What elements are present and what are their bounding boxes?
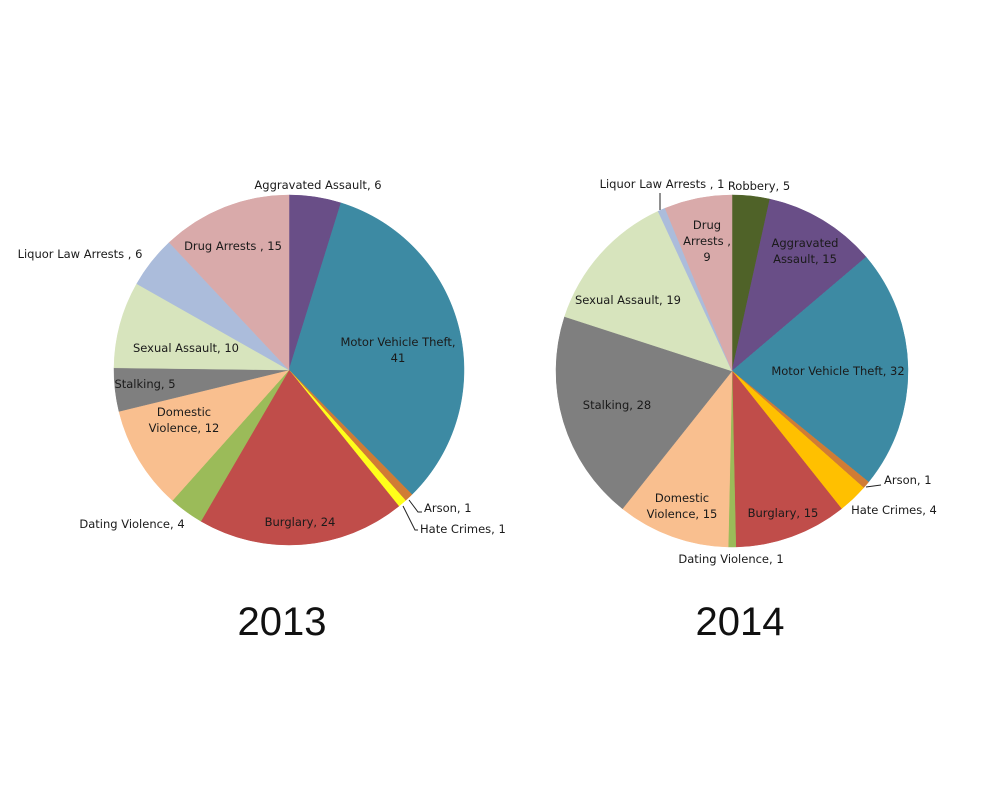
slice-sexual-assault: [564, 210, 733, 372]
slice-burglary: [200, 369, 400, 546]
label-sexual-assault: Sexual Assault, 19: [575, 293, 681, 307]
chart-title-2013: 2013: [237, 600, 327, 644]
pie-chart-2014: Robbery, 5 Aggravated Assault, 15 Motor Veh…: [555, 177, 937, 566]
label-burglary: Burglary, 15: [748, 506, 819, 520]
slice-motor-vehicle-theft: [731, 256, 909, 483]
label-robbery: Robbery, 5: [728, 179, 790, 193]
label-dating-violence: Dating Violence, 1: [678, 552, 783, 566]
label-arson: Arson, 1: [424, 501, 472, 515]
slice-domestic-violence: [118, 369, 290, 501]
label-arson: Arson, 1: [884, 473, 932, 487]
slice-motor-vehicle-theft: [288, 202, 465, 495]
label-motor-vehicle-theft: Motor Vehicle Theft, 32: [771, 364, 904, 378]
leader-line-hate-crimes: [402, 505, 418, 531]
leader-line-arson: [408, 499, 422, 513]
pie-chart-2013: Aggravated Assault, 6 Motor Vehicle Theft…: [18, 178, 506, 546]
slice-burglary: [731, 370, 842, 548]
label-liquor-law-arrests: Liquor Law Arrests , 1: [600, 177, 725, 191]
slice-stalking: [555, 316, 733, 510]
leader-line-arson: [865, 484, 882, 488]
slice-drug-arrests: [168, 194, 290, 371]
label-stalking: Stalking, 28: [583, 398, 651, 412]
label-sexual-assault: Sexual Assault, 10: [133, 341, 239, 355]
slice-drug-arrests: [664, 194, 733, 372]
label-stalking: Stalking, 5: [114, 377, 175, 391]
slice-aggravated-assault: [731, 198, 867, 372]
slice-domestic-violence: [622, 370, 733, 548]
label-aggravated-assault: Aggravated Assault, 15: [772, 236, 839, 266]
label-burglary: Burglary, 24: [265, 515, 336, 529]
label-motor-vehicle-theft: Motor Vehicle Theft, 41: [340, 335, 455, 365]
label-drug-arrests: Drug Arrests , 15: [184, 239, 282, 253]
label-hate-crimes: Hate Crimes, 4: [851, 503, 937, 517]
label-dating-violence: Dating Violence, 4: [79, 517, 184, 531]
label-hate-crimes: Hate Crimes, 1: [420, 522, 506, 536]
label-aggravated-assault: Aggravated Assault, 6: [254, 178, 381, 192]
label-liquor-law-arrests: Liquor Law Arrests , 6: [18, 247, 143, 261]
label-drug-arrests: Drug Arrests ,9: [683, 218, 731, 264]
label-domestic-violence: Domestic Violence, 15: [647, 491, 718, 521]
chart-title-2014: 2014: [695, 600, 785, 644]
label-domestic-violence: Domestic Violence, 12: [149, 405, 220, 435]
